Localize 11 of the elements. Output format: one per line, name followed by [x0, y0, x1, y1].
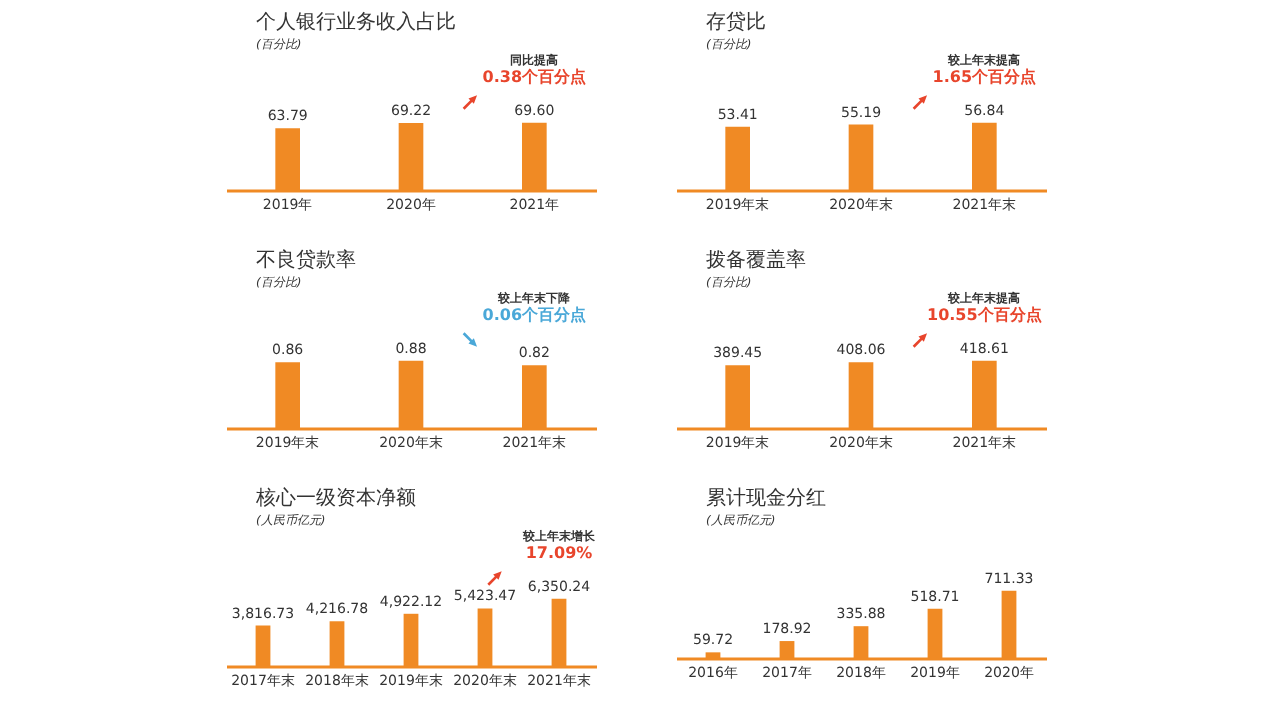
chart-title: 个人银行业务收入占比: [256, 10, 456, 34]
chart-title: 存贷比: [706, 10, 766, 34]
text: 0.38个百分点: [482, 68, 587, 86]
chart-title: 累计现金分红: [706, 486, 826, 510]
text: 0.06个百分点: [482, 306, 587, 324]
text: 17.09%: [525, 544, 593, 562]
text: 10.55个百分点: [927, 306, 1042, 324]
text: 1.65个百分点: [932, 68, 1037, 86]
chart-title: 不良贷款率: [256, 248, 356, 272]
chart-title: 核心一级资本净额: [254, 486, 416, 510]
chart-title: 拨备覆盖率: [706, 248, 806, 272]
